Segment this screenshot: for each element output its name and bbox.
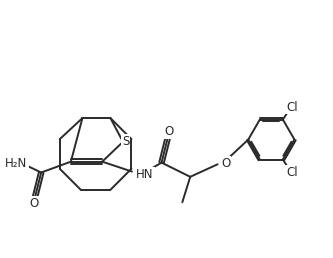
- Text: S: S: [122, 135, 129, 148]
- Text: O: O: [29, 197, 39, 210]
- Text: Cl: Cl: [286, 166, 298, 179]
- Text: Cl: Cl: [286, 101, 298, 114]
- Text: O: O: [221, 157, 230, 170]
- Text: O: O: [164, 125, 173, 139]
- Text: HN: HN: [136, 168, 154, 181]
- Text: H₂N: H₂N: [5, 157, 28, 170]
